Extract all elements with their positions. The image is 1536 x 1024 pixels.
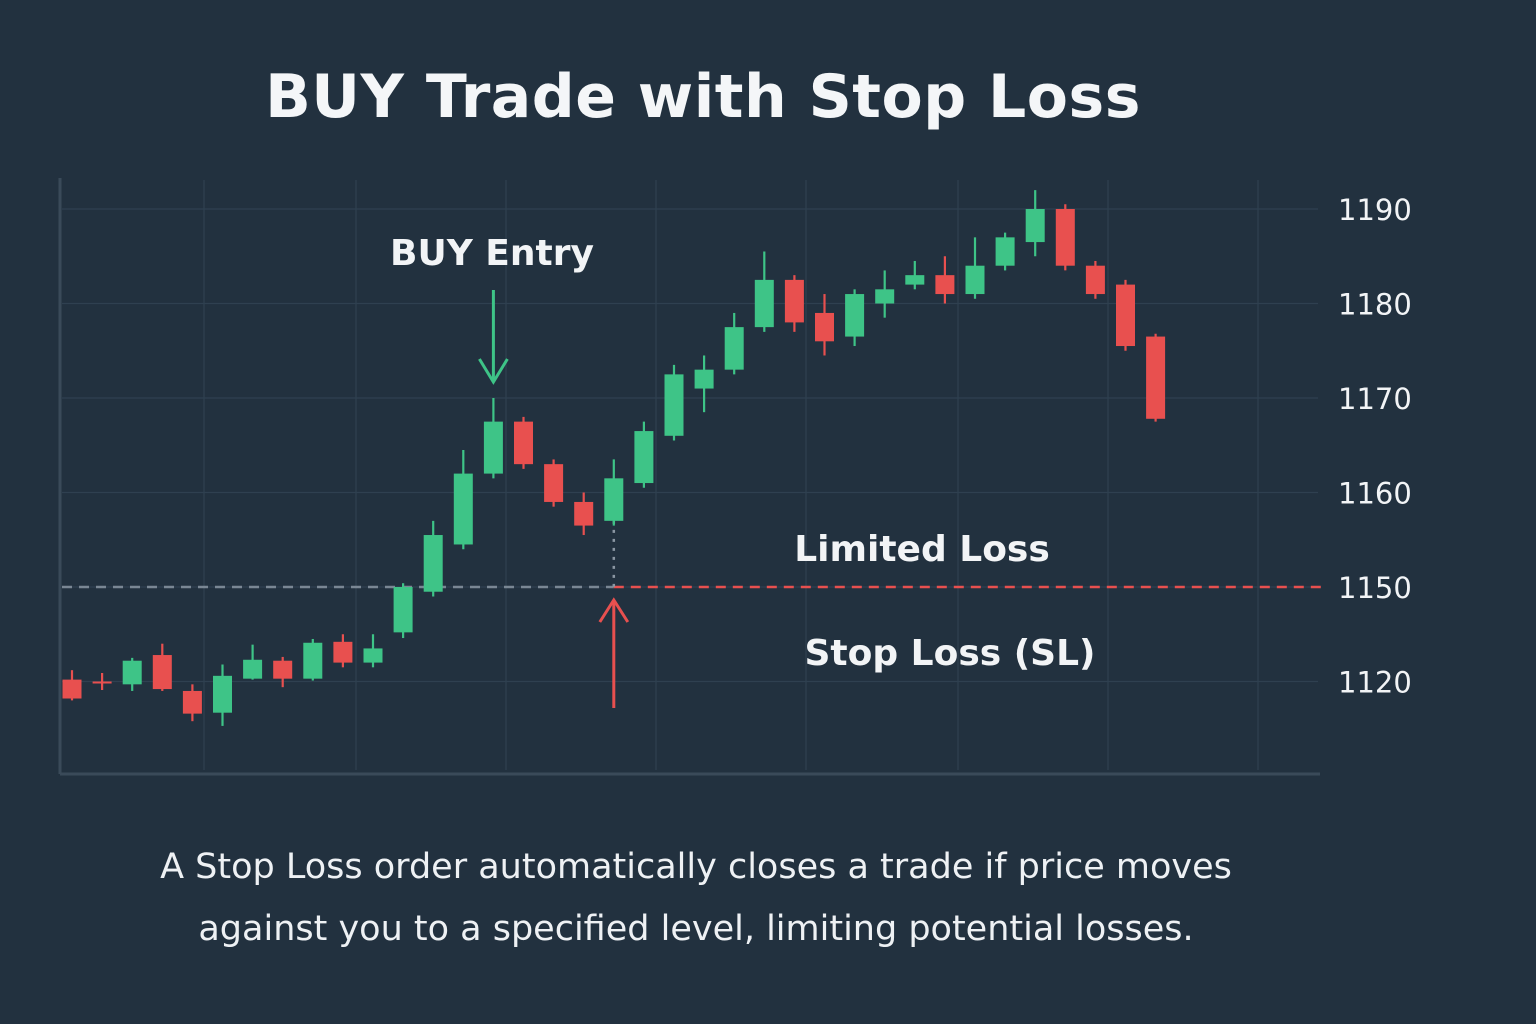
candle-body xyxy=(152,655,172,690)
y-tick-label: 1190 xyxy=(1338,193,1412,227)
candle-bullish xyxy=(483,398,503,479)
candle-body xyxy=(935,275,955,295)
candlestick-chart: 1190 1180 1170 1160 1150 1120 BUY Entry Limite… xyxy=(58,178,1412,776)
candles xyxy=(62,190,1166,726)
stop-loss-label: Stop Loss (SL) xyxy=(804,633,1095,674)
candle-body xyxy=(483,421,503,474)
candle-bearish xyxy=(273,656,293,688)
candle-body xyxy=(664,374,684,436)
candle-body xyxy=(514,421,533,465)
candle-bearish xyxy=(62,670,82,701)
candle-body xyxy=(604,478,624,521)
candle-body xyxy=(453,473,473,545)
candle-bullish xyxy=(724,312,744,375)
candle-bullish xyxy=(604,459,624,526)
candle-body xyxy=(122,660,142,685)
caption-line-2: against you to a specified level, limiti… xyxy=(198,909,1194,949)
candle-body xyxy=(273,660,293,679)
candle-body xyxy=(182,690,202,714)
candle-body xyxy=(845,294,865,337)
candle-body xyxy=(724,327,744,370)
candle-body xyxy=(995,237,1015,266)
candle-bullish xyxy=(393,583,413,639)
candle-bearish xyxy=(784,275,804,332)
chart-title: BUY Trade with Stop Loss xyxy=(265,62,1141,132)
candle-bearish xyxy=(333,634,353,668)
candle-body xyxy=(303,642,323,679)
candle-bearish xyxy=(92,672,112,691)
candle-body xyxy=(393,587,413,633)
candle-bearish xyxy=(815,294,834,356)
candle-bearish xyxy=(514,416,533,469)
candle-body xyxy=(62,679,82,699)
candle-body xyxy=(213,675,232,713)
candle-bullish xyxy=(754,251,774,332)
y-tick-label: 1160 xyxy=(1338,477,1412,511)
candle-body xyxy=(1146,336,1166,419)
candle-body xyxy=(754,279,774,328)
candle-bullish xyxy=(213,664,232,726)
candle-bearish xyxy=(1146,333,1166,422)
candle-body xyxy=(1025,209,1045,243)
candle-body xyxy=(1085,265,1105,295)
candle-body xyxy=(544,464,564,502)
candle-bullish xyxy=(1025,190,1045,257)
candle-body xyxy=(634,431,654,484)
candle-bullish xyxy=(634,421,654,488)
candle-body xyxy=(1116,284,1135,347)
candle-bullish xyxy=(303,638,323,681)
y-tick-label: 1120 xyxy=(1338,666,1412,700)
stop-loss-line xyxy=(62,520,1322,589)
candle-body xyxy=(905,275,925,285)
candle-bullish xyxy=(995,232,1015,271)
candle-body xyxy=(333,641,353,663)
candle-body xyxy=(423,535,443,592)
candle-bullish xyxy=(875,270,895,318)
candle-bearish xyxy=(182,684,202,722)
candle-bullish xyxy=(423,520,443,597)
candle-body xyxy=(1055,209,1075,266)
candle-body xyxy=(965,265,985,295)
candle-body xyxy=(815,312,834,342)
candle-bearish xyxy=(574,492,594,536)
y-tick-label: 1170 xyxy=(1338,382,1412,416)
y-tick-label: 1180 xyxy=(1338,288,1412,322)
candle-body xyxy=(92,681,112,684)
candle-bearish xyxy=(1116,279,1135,351)
candle-bullish xyxy=(965,237,985,299)
candle-bullish xyxy=(664,364,684,441)
caption: A Stop Loss order automatically closes a… xyxy=(0,836,1392,960)
candle-bearish xyxy=(1085,260,1105,299)
candle-bullish xyxy=(363,634,383,668)
candle-bullish xyxy=(453,449,473,550)
y-tick-label: 1150 xyxy=(1338,571,1412,605)
candle-bearish xyxy=(152,643,172,691)
candle-bearish xyxy=(935,256,955,304)
limited-loss-label: Limited Loss xyxy=(794,529,1050,570)
candle-bullish xyxy=(905,260,925,290)
chart-axes xyxy=(58,178,1320,776)
candle-bullish xyxy=(694,355,714,413)
candle-body xyxy=(363,648,383,663)
buy-entry-label: BUY Entry xyxy=(390,233,594,274)
candle-body xyxy=(875,289,895,304)
candle-bearish xyxy=(1055,204,1075,271)
candle-body xyxy=(694,369,714,389)
candle-body xyxy=(574,501,594,526)
stop-loss-arrow-head xyxy=(598,597,630,623)
annotations: BUY Entry Limited Loss Stop Loss (SL) xyxy=(390,233,1096,708)
caption-line-1: A Stop Loss order automatically closes a… xyxy=(160,847,1232,887)
candle-bullish xyxy=(845,289,865,347)
grid-lines xyxy=(62,180,1318,770)
y-axis-ticks: 1190 1180 1170 1160 1150 1120 xyxy=(1338,193,1412,700)
candle-bearish xyxy=(544,459,564,507)
buy-entry-arrow-head xyxy=(478,358,509,385)
candle-body xyxy=(784,279,804,323)
candle-bullish xyxy=(243,644,263,680)
candle-bullish xyxy=(122,657,142,691)
candle-body xyxy=(243,659,263,679)
